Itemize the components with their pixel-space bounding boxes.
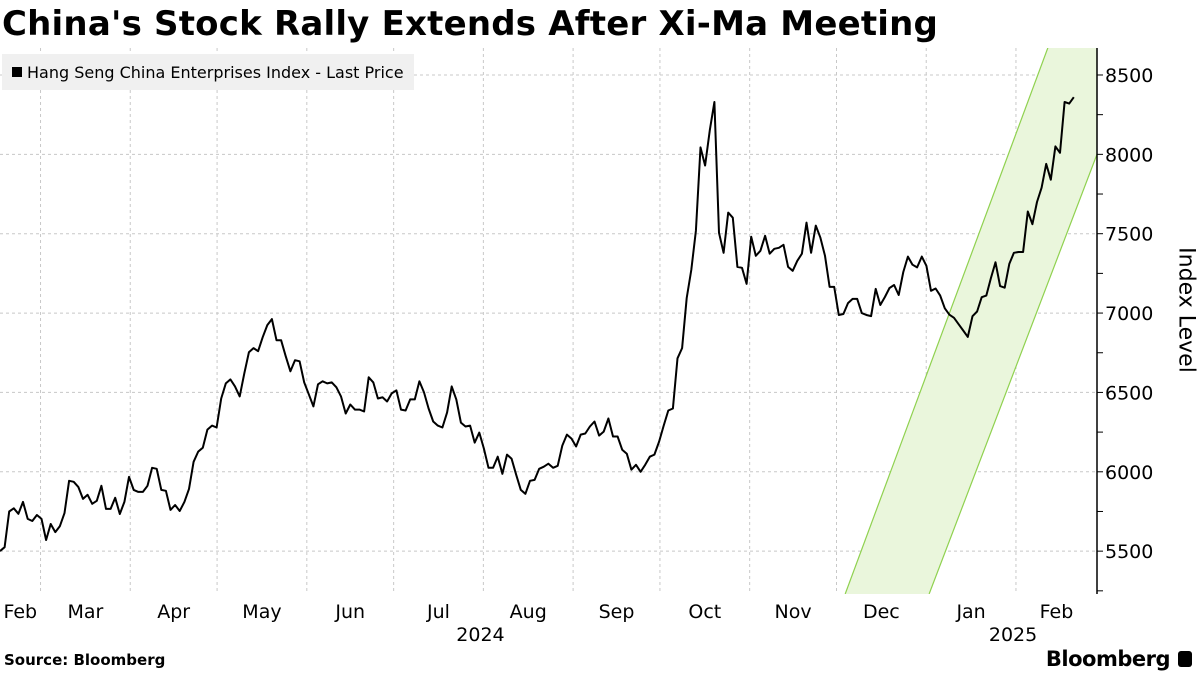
y-tick-label: 8000	[1105, 144, 1153, 166]
bloomberg-logo: Bloomberg	[1046, 647, 1192, 671]
y-tick-label: 8500	[1105, 65, 1153, 87]
y-tick-label: 5500	[1105, 541, 1153, 563]
trend-channel-lower-line	[928, 152, 1097, 594]
trend-channel-fill	[845, 48, 1097, 594]
x-tick-label: Oct	[688, 601, 721, 623]
logo-text: Bloomberg	[1045, 647, 1171, 671]
trend-channel-upper-line	[844, 48, 1049, 594]
x-tick-label: Mar	[67, 601, 103, 623]
x-tick-label: Sep	[599, 601, 635, 623]
y-tick-label: 6000	[1105, 462, 1153, 484]
x-tick-label: Nov	[775, 601, 812, 623]
trend-channel	[844, 48, 1097, 594]
x-year-label: 2024	[456, 624, 504, 646]
source-note: Source: Bloomberg	[4, 651, 166, 669]
x-tick-label: Jul	[426, 601, 450, 623]
x-tick-label: Apr	[157, 601, 190, 623]
x-tick-label: Jun	[334, 601, 365, 623]
x-tick-label: Feb	[1040, 601, 1074, 623]
legend: Hang Seng China Enterprises Index - Last…	[2, 54, 414, 90]
bloomberg-chart-icon	[1178, 651, 1192, 667]
x-year-label: 2025	[989, 624, 1037, 646]
chart-title: China's Stock Rally Extends After Xi-Ma …	[2, 4, 939, 44]
y-tick-label: 7000	[1105, 303, 1153, 325]
series-line	[0, 96, 1075, 552]
x-tick-label: Aug	[510, 601, 547, 623]
legend-swatch	[12, 67, 22, 77]
x-tick-label: Dec	[863, 601, 900, 623]
x-tick-label: May	[242, 601, 281, 623]
y-tick-label: 6500	[1105, 382, 1153, 404]
y-tick-label: 7500	[1105, 224, 1153, 246]
legend-label: Hang Seng China Enterprises Index - Last…	[27, 62, 404, 82]
x-tick-label: Jan	[955, 601, 985, 623]
y-axis-label: Index Level	[1173, 247, 1199, 373]
x-tick-label: Feb	[3, 601, 37, 623]
